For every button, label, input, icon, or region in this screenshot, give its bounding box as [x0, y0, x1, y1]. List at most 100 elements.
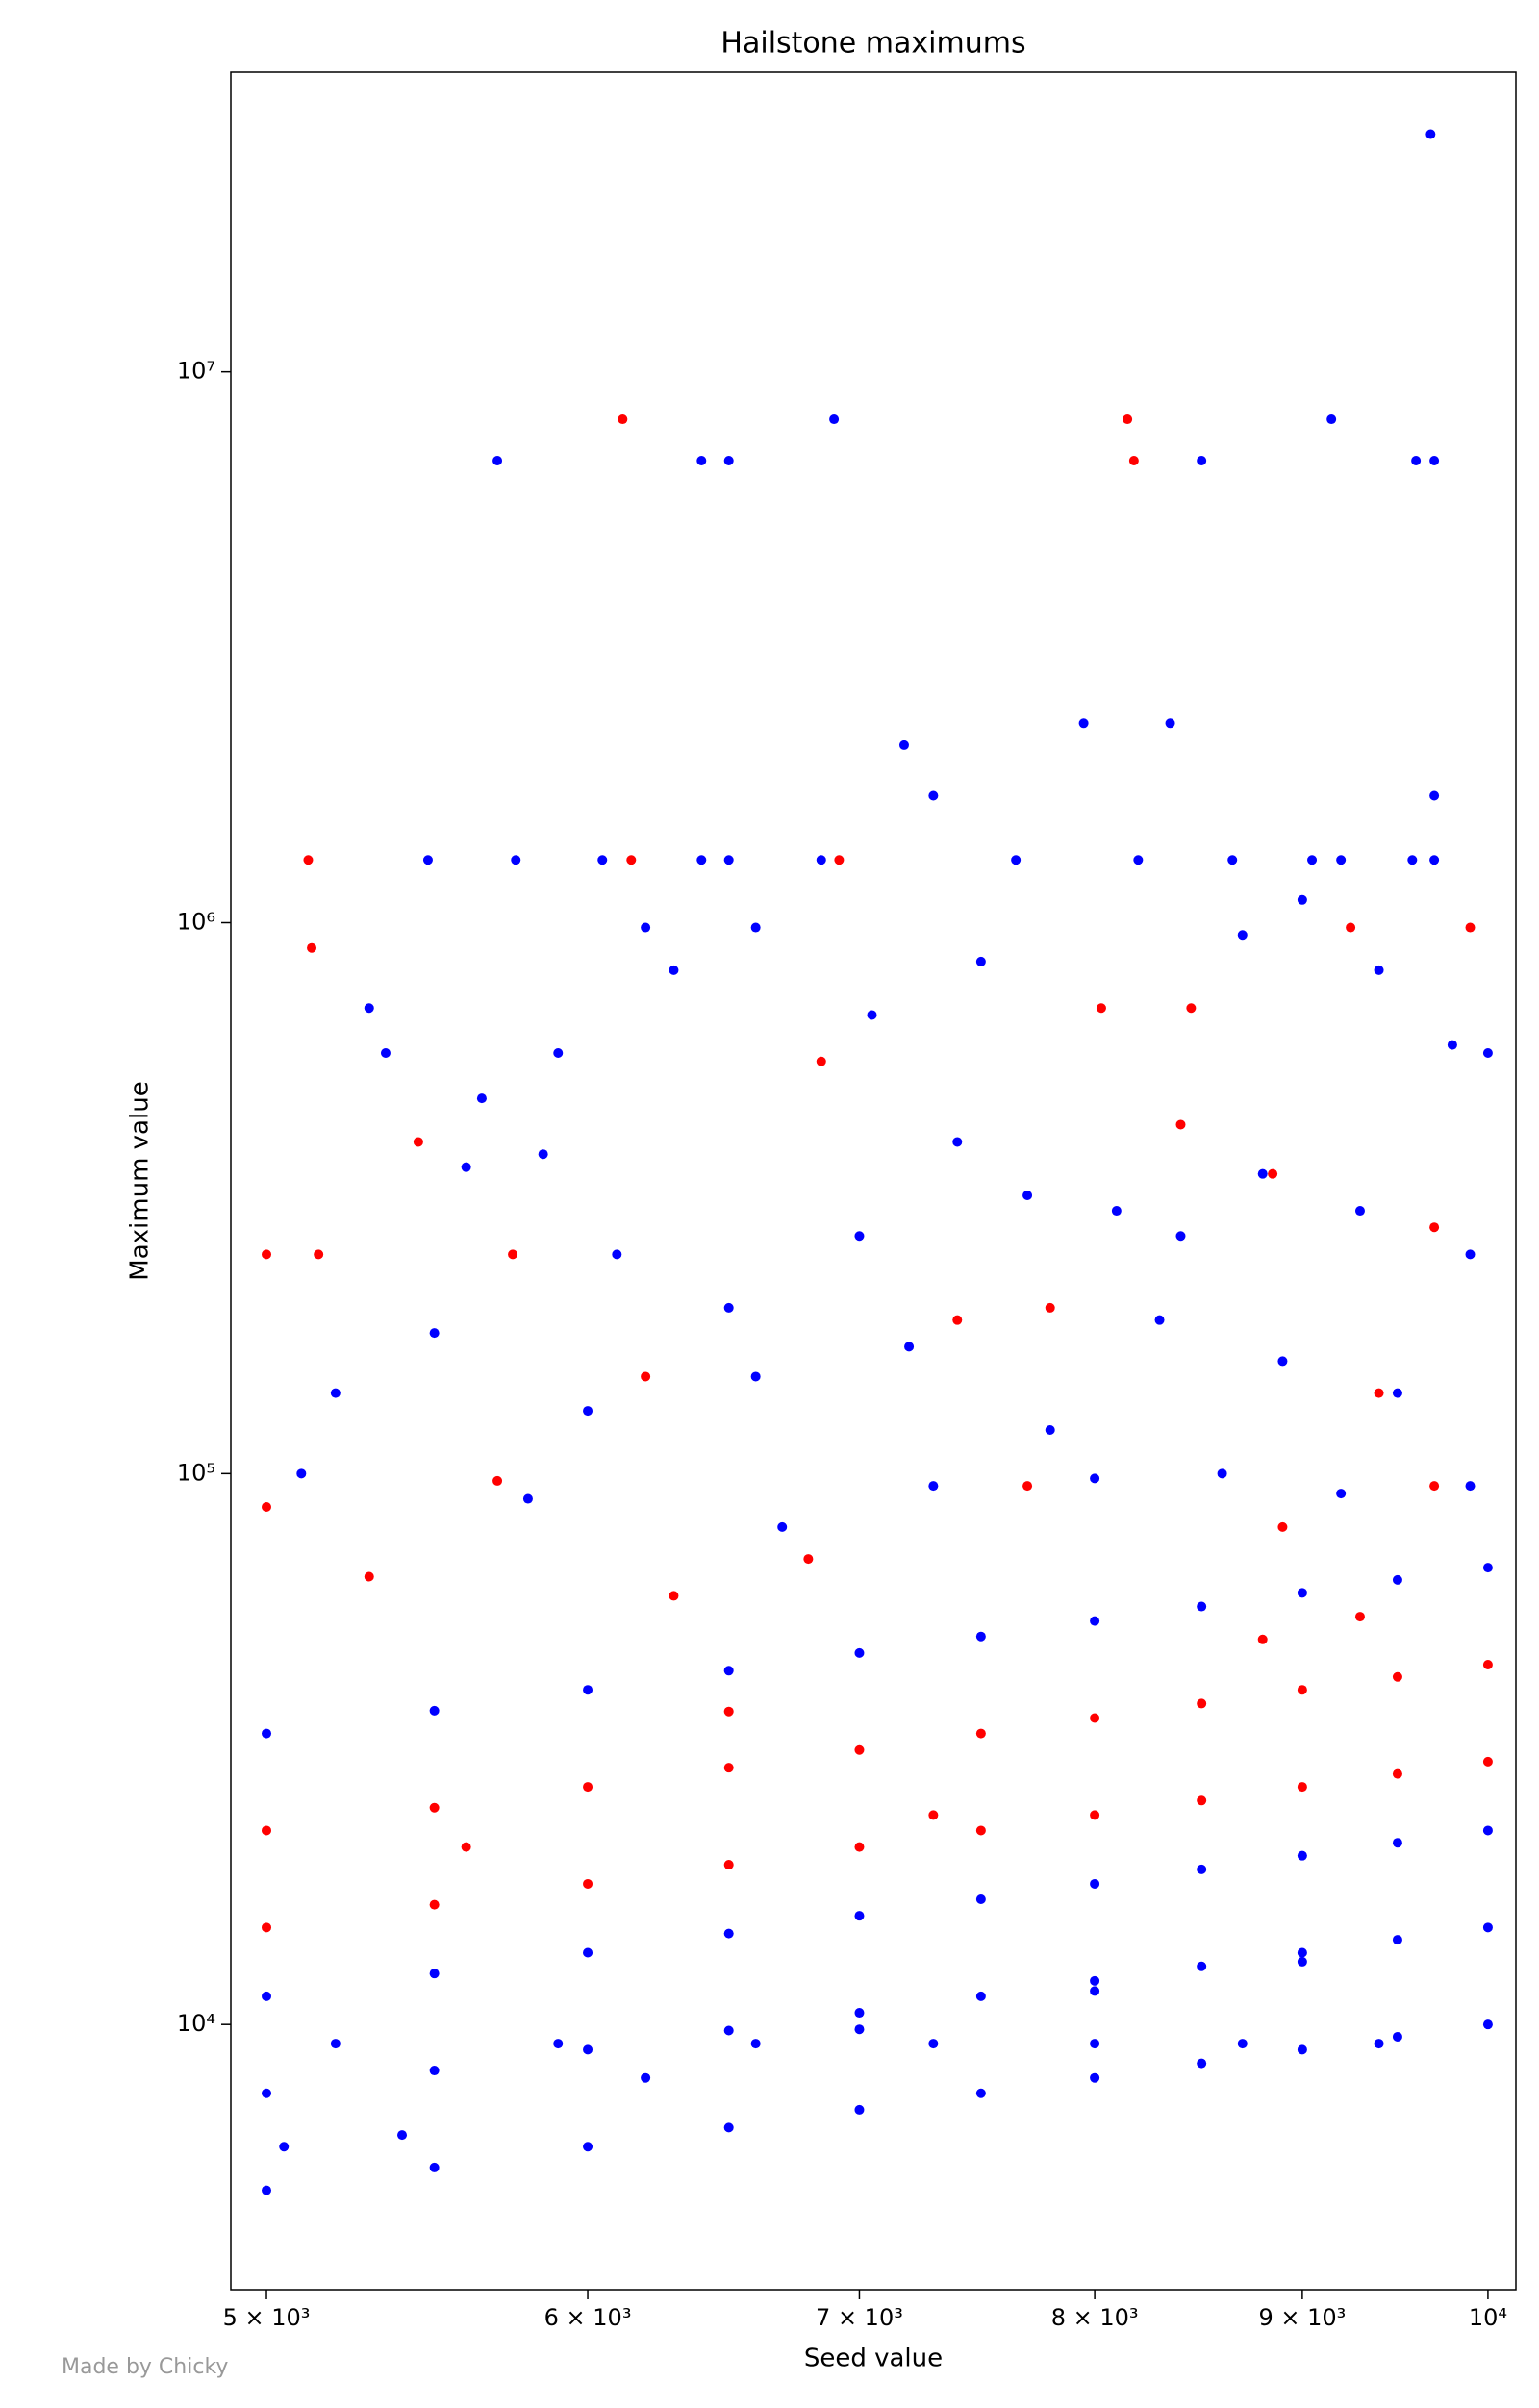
point: [1277, 1356, 1288, 1367]
point: [1392, 1768, 1402, 1779]
point: [854, 2008, 865, 2019]
point: [928, 2039, 939, 2049]
credit: Made by Chicky: [62, 2355, 228, 2379]
point: [1482, 1048, 1493, 1059]
point: [723, 2122, 734, 2133]
point: [492, 1475, 503, 1486]
point: [723, 1666, 734, 1676]
point: [1465, 1249, 1476, 1260]
point: [422, 855, 433, 865]
point: [461, 1162, 471, 1172]
point: [1090, 1713, 1100, 1723]
point: [928, 790, 939, 801]
point: [1090, 2039, 1100, 2049]
point: [397, 2130, 408, 2141]
point: [429, 1328, 440, 1339]
point: [1277, 1521, 1288, 1532]
point: [641, 1371, 651, 1382]
point: [975, 1991, 986, 2001]
x-tick-label: 8 × 10³: [1051, 2304, 1139, 2331]
point: [1392, 1388, 1402, 1398]
point: [429, 1969, 440, 1979]
point: [1237, 2039, 1248, 2049]
point: [669, 1591, 679, 1601]
point: [262, 1825, 272, 1836]
point: [975, 1728, 986, 1739]
point: [1268, 1168, 1278, 1179]
point: [1045, 1424, 1055, 1435]
point: [618, 414, 628, 425]
point: [1045, 1302, 1055, 1313]
point: [1175, 1231, 1186, 1242]
point: [1090, 2072, 1100, 2083]
point: [1346, 922, 1356, 933]
point: [975, 1894, 986, 1905]
point: [1197, 1601, 1207, 1612]
point: [1374, 965, 1384, 975]
point: [1354, 1612, 1365, 1622]
point: [723, 1706, 734, 1717]
point: [262, 1249, 272, 1260]
point: [262, 2185, 272, 2195]
point: [492, 455, 503, 465]
point: [1429, 1481, 1440, 1492]
point: [307, 942, 317, 953]
point: [723, 1302, 734, 1313]
point: [461, 1842, 471, 1852]
point: [1429, 1222, 1440, 1233]
point: [723, 855, 734, 865]
point: [364, 1571, 374, 1582]
x-tick-label: 6 × 10³: [544, 2304, 632, 2331]
point: [854, 1231, 865, 1242]
point: [1123, 414, 1133, 425]
x-tick-label: 10⁴: [1469, 2304, 1507, 2331]
point: [1429, 455, 1440, 465]
point: [1307, 855, 1318, 865]
point: [1297, 1947, 1307, 1958]
point: [696, 455, 707, 465]
point: [904, 1342, 915, 1352]
point: [975, 2088, 986, 2098]
point: [1090, 1986, 1100, 1996]
point: [1090, 1878, 1100, 1889]
point: [1374, 2039, 1384, 2049]
point: [834, 855, 845, 865]
point: [1326, 414, 1337, 425]
point: [583, 1685, 593, 1695]
point: [854, 1647, 865, 1658]
y-tick-label: 10⁶: [177, 909, 215, 936]
point: [583, 1947, 593, 1958]
point: [1354, 1206, 1365, 1217]
x-tick-label: 9 × 10³: [1258, 2304, 1346, 2331]
point: [330, 2039, 341, 2049]
point: [723, 1763, 734, 1773]
point: [429, 1899, 440, 1910]
point: [952, 1137, 963, 1147]
point: [476, 1093, 487, 1104]
point: [1482, 2019, 1493, 2030]
point: [928, 1810, 939, 1820]
point: [1297, 1956, 1307, 1967]
point: [262, 1991, 272, 2001]
point: [1133, 855, 1144, 865]
point: [314, 1249, 324, 1260]
point: [1392, 1574, 1402, 1585]
point: [1096, 1003, 1106, 1014]
point: [511, 855, 521, 865]
point: [816, 1056, 826, 1066]
point: [750, 2039, 761, 2049]
point: [854, 2024, 865, 2035]
point: [1465, 922, 1476, 933]
point: [696, 855, 707, 865]
point: [296, 1468, 307, 1479]
point: [1197, 1698, 1207, 1709]
point: [1297, 2044, 1307, 2055]
point: [279, 2142, 290, 2152]
point: [553, 2039, 564, 2049]
point: [1257, 1634, 1268, 1644]
point: [262, 1728, 272, 1739]
point: [1482, 1922, 1493, 1933]
point: [429, 2066, 440, 2076]
point: [1197, 455, 1207, 465]
